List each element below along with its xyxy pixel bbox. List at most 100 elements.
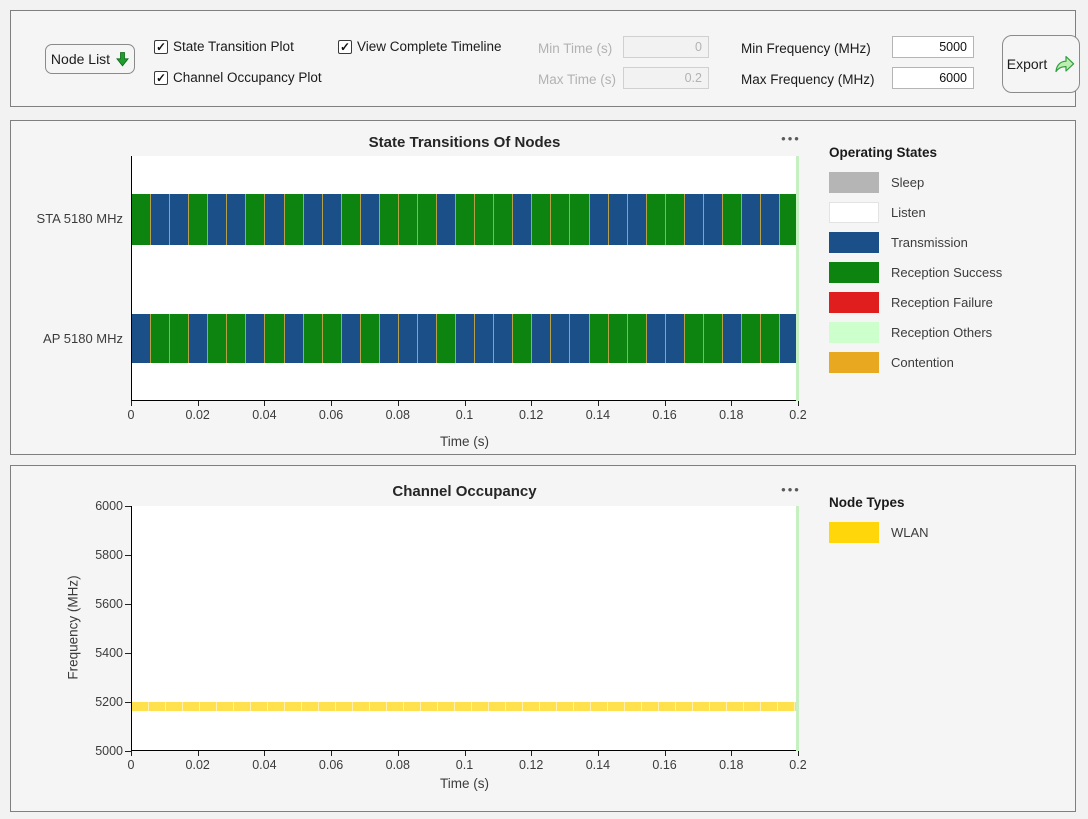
x-tick-label: 0.1 — [455, 758, 474, 772]
channel-plot-area — [131, 506, 799, 751]
legend-item: Reception Failure — [829, 292, 993, 313]
legend-item: Reception Others — [829, 322, 992, 343]
checkbox-view-complete-timeline[interactable]: ✓ View Complete Timeline — [338, 39, 502, 54]
legend-item: WLAN — [829, 522, 929, 543]
x-tick-label: 0.18 — [719, 758, 744, 772]
state-segment-rx — [512, 314, 532, 363]
state-segment-rx — [474, 194, 494, 245]
state-segment-tx — [664, 314, 684, 363]
max-time-label: Max Time (s) — [538, 72, 617, 87]
legend-swatch — [829, 232, 879, 253]
check-icon: ✓ — [155, 39, 167, 54]
export-button[interactable]: Export — [1002, 35, 1080, 93]
state-segment-rx — [207, 314, 227, 363]
state-segment-rx — [150, 314, 170, 363]
state-segment-rx — [283, 194, 303, 245]
state-segment-tx — [721, 314, 741, 363]
legend-swatch — [829, 172, 879, 193]
state-segment-rx — [664, 194, 684, 245]
state-segment-rx — [607, 314, 627, 363]
y-axis-title: Frequency (MHz) — [65, 575, 81, 680]
y-tick-mark — [125, 604, 131, 605]
y-tick-label: 5200 — [95, 695, 123, 709]
legend-label: Sleep — [891, 175, 925, 190]
x-tick-label: 0.2 — [789, 758, 807, 772]
x-tick-label: 0 — [127, 758, 135, 772]
x-tick-label: 0.12 — [519, 408, 544, 422]
state-segment-tx — [359, 194, 379, 245]
state-segment-rx — [702, 314, 722, 363]
checkbox-label: Channel Occupancy Plot — [173, 70, 322, 85]
state-segment-rx — [779, 194, 799, 245]
x-tick-label: 0.02 — [185, 408, 210, 422]
state-segment-tx — [436, 194, 456, 245]
state-segment-tx — [702, 194, 722, 245]
state-segment-rx — [132, 194, 151, 245]
legend-swatch — [829, 522, 879, 543]
checkbox-box[interactable]: ✓ — [154, 39, 168, 54]
state-segment-tx — [416, 314, 436, 363]
state-segment-rx — [760, 314, 780, 363]
state-segment-rx — [378, 194, 398, 245]
x-tick-mark — [464, 401, 466, 406]
state-segment-rx — [264, 314, 284, 363]
legend-swatch — [829, 352, 879, 373]
state-segment-tx — [397, 314, 417, 363]
checkbox-state-transition-plot[interactable]: ✓ State Transition Plot — [154, 39, 294, 54]
x-tick-label: 0.16 — [652, 758, 677, 772]
x-tick-mark — [264, 401, 266, 406]
x-tick-mark — [531, 751, 533, 756]
chart-menu-button[interactable]: ••• — [781, 131, 801, 146]
x-axis-title: Time (s) — [440, 434, 489, 449]
x-tick-mark — [197, 751, 199, 756]
x-tick-label: 0.16 — [652, 408, 677, 422]
x-tick-label: 0.2 — [789, 408, 807, 422]
state-segment-rx — [455, 194, 475, 245]
state-segment-rx — [626, 314, 646, 363]
state-segment-tx — [760, 194, 780, 245]
min-frequency-label: Min Frequency (MHz) — [741, 41, 871, 56]
x-tick-mark — [397, 751, 399, 756]
checkbox-box[interactable]: ✓ — [154, 70, 168, 85]
min-frequency-input[interactable] — [892, 36, 974, 58]
state-segment-rx — [436, 314, 456, 363]
y-tick-mark — [125, 506, 131, 507]
state-segment-rx — [741, 314, 761, 363]
state-segment-tx — [188, 314, 208, 363]
checkbox-box[interactable]: ✓ — [338, 39, 352, 54]
x-tick-label: 0.08 — [385, 758, 410, 772]
state-segment-rx — [531, 194, 551, 245]
legend-label: Reception Others — [891, 325, 993, 340]
state-segment-rx — [416, 194, 436, 245]
x-tick-mark — [597, 751, 599, 756]
state-segment-tx — [512, 194, 532, 245]
state-segment-tx — [150, 194, 170, 245]
state-segment-tx — [455, 314, 475, 363]
node-list-button[interactable]: Node List — [45, 44, 135, 74]
y-tick-mark — [125, 653, 131, 654]
y-tick-label: 5000 — [95, 744, 123, 758]
y-tick-mark — [125, 702, 131, 703]
max-frequency-input[interactable] — [892, 67, 974, 89]
legend-label: WLAN — [891, 525, 929, 540]
max-frequency-label: Max Frequency (MHz) — [741, 72, 875, 87]
state-segment-rx — [588, 314, 608, 363]
x-tick-mark — [731, 401, 733, 406]
state-segment-rx — [550, 194, 570, 245]
state-segment-tx — [283, 314, 303, 363]
state-plot-area — [131, 156, 799, 401]
toolbar-panel: Node List ✓ State Transition Plot ✓ Chan… — [10, 10, 1080, 107]
node-types-legend: Node Types WLAN — [829, 495, 929, 543]
x-tick-label: 0.04 — [252, 758, 277, 772]
x-tick-mark — [798, 751, 799, 756]
state-segment-tx — [245, 314, 265, 363]
operating-states-legend: Operating States Sleep Listen Transmission… — [829, 145, 1002, 373]
x-tick-label: 0.14 — [585, 408, 611, 422]
state-bar-ap — [132, 314, 799, 363]
channel-occupancy-panel: Channel Occupancy ••• Frequency (MHz) Ti… — [10, 465, 1076, 812]
state-segment-rx — [302, 314, 322, 363]
checkbox-channel-occupancy-plot[interactable]: ✓ Channel Occupancy Plot — [154, 70, 322, 85]
chart-menu-button[interactable]: ••• — [781, 482, 801, 497]
state-bar-sta — [132, 194, 799, 245]
chart-title: State Transitions Of Nodes — [368, 134, 561, 151]
